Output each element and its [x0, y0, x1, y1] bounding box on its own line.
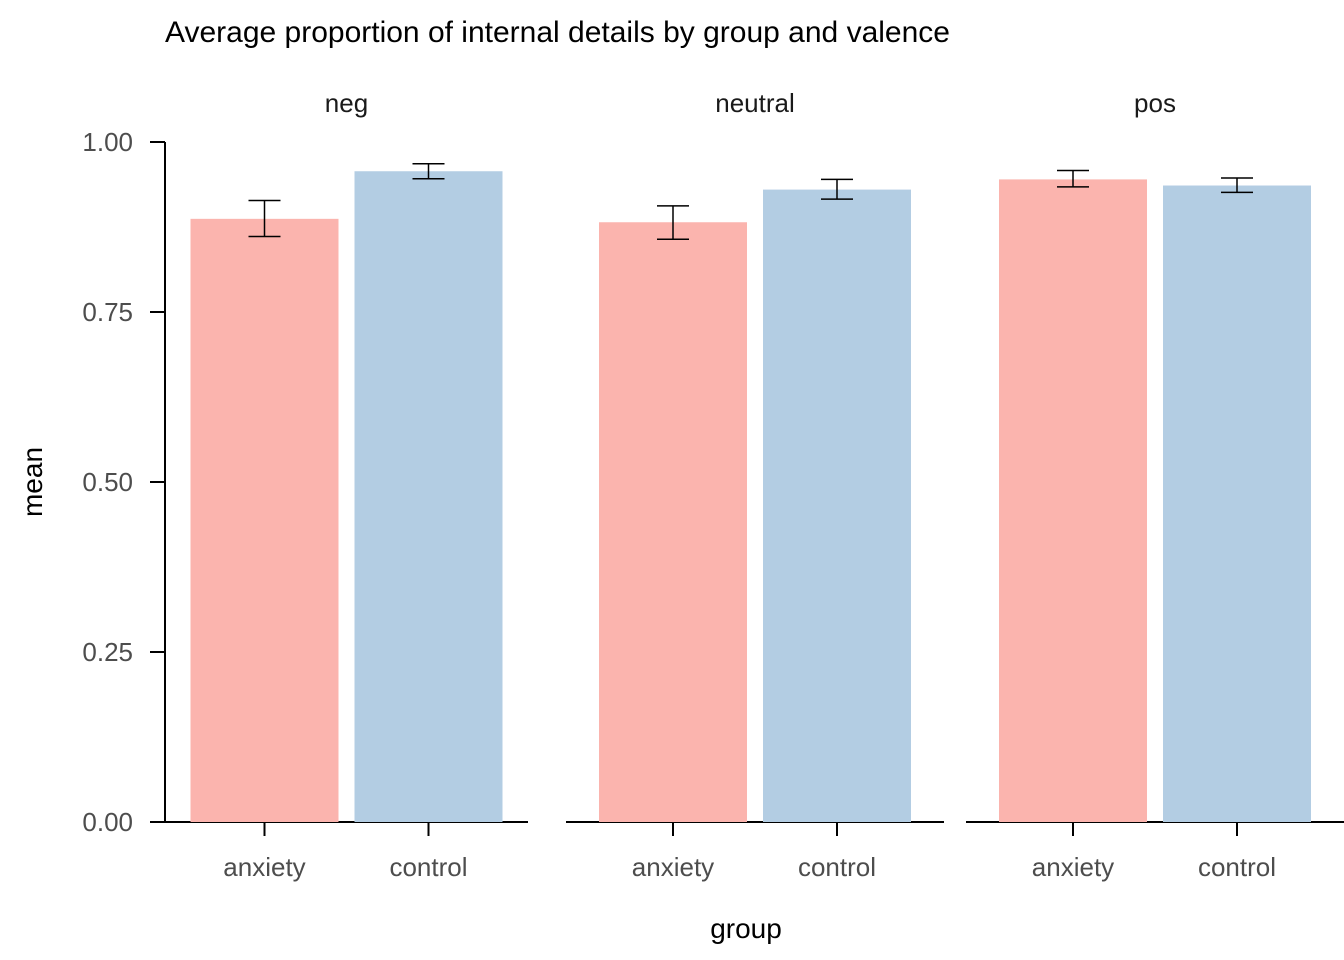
- bar-pos-control: [1163, 185, 1311, 822]
- facet-strip-label: neutral: [715, 88, 795, 118]
- y-tick-label: 1.00: [82, 127, 133, 157]
- bar-neg-control: [354, 171, 503, 823]
- facet-strip-label: neg: [325, 88, 368, 118]
- x-tick-label: control: [389, 852, 467, 882]
- x-tick-label: control: [798, 852, 876, 882]
- bar-neutral-anxiety: [599, 222, 747, 823]
- y-tick-label: 0.75: [82, 297, 133, 327]
- bar-pos-anxiety: [999, 179, 1147, 822]
- x-tick-label: anxiety: [223, 852, 305, 882]
- x-tick-label: control: [1198, 852, 1276, 882]
- x-tick-label: anxiety: [1032, 852, 1114, 882]
- y-tick-label: 0.25: [82, 637, 133, 667]
- facet-strip-label: pos: [1134, 88, 1176, 118]
- panels: 0.00 0.25 0.50 0.75 1.00 neg anxiety control neu…: [82, 88, 1344, 882]
- y-tick-label: 0.50: [82, 467, 133, 497]
- x-tick-label: anxiety: [632, 852, 714, 882]
- x-axis-title: group: [710, 913, 782, 944]
- chart-title: Average proportion of internal details b…: [165, 16, 950, 49]
- bar-neutral-control: [763, 189, 911, 823]
- y-axis-title: mean: [17, 447, 48, 517]
- bar-neg-anxiety: [190, 218, 339, 823]
- y-tick-label: 0.00: [82, 807, 133, 837]
